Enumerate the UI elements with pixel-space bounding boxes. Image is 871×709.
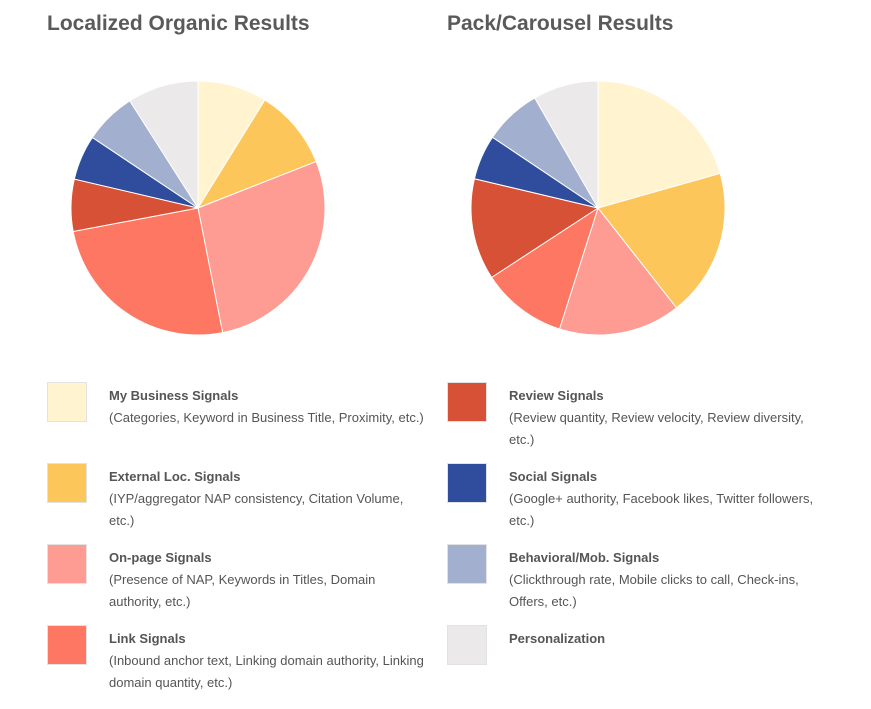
legend-item-my-business: My Business Signals (Categories, Keyword… <box>47 382 427 463</box>
pie-slice-external-loc-signals <box>597 172 726 309</box>
legend-description: (Inbound anchor text, Linking domain aut… <box>109 653 424 690</box>
chart-title-localized-organic: Localized Organic Results <box>47 12 310 35</box>
pie-slice-on-page-signals <box>197 160 326 334</box>
legend-label: Review Signals <box>509 388 604 403</box>
legend-label: My Business Signals <box>109 388 239 403</box>
legend-swatch <box>447 382 487 422</box>
legend-right: Review Signals (Review quantity, Review … <box>447 382 827 706</box>
legend-item-review: Review Signals (Review quantity, Review … <box>447 382 827 463</box>
legend-swatch <box>47 544 87 584</box>
legend-label: Personalization <box>509 631 606 646</box>
pie-slice-review-signals <box>470 178 600 279</box>
legend-swatch <box>447 544 487 584</box>
legend-description: (IYP/aggregator NAP consistency, Citatio… <box>109 491 404 528</box>
legend-item-behavioral: Behavioral/Mob. Signals (Clickthrough ra… <box>447 544 827 625</box>
legend-description: (Review quantity, Review velocity, Revie… <box>509 410 804 447</box>
pie-slice-external-loc-signals <box>196 99 317 210</box>
pie-slice-on-page-signals <box>558 206 678 336</box>
legend-item-social: Social Signals (Google+ authority, Faceb… <box>447 463 827 544</box>
legend-label: Social Signals <box>509 469 598 484</box>
legend-left: My Business Signals (Categories, Keyword… <box>47 382 427 706</box>
legend-label: Behavioral/Mob. Signals <box>509 550 660 565</box>
legend-swatch <box>47 463 87 503</box>
legend-description: (Google+ authority, Facebook likes, Twit… <box>509 491 814 528</box>
legend-item-personalization: Personalization <box>447 625 827 706</box>
legend-label: External Loc. Signals <box>109 469 241 484</box>
legend-description: (Presence of NAP, Keywords in Titles, Do… <box>109 572 376 609</box>
legend-swatch <box>47 382 87 422</box>
legend-label: On-page Signals <box>109 550 212 565</box>
legend-description: (Categories, Keyword in Business Title, … <box>109 410 424 425</box>
pie-chart-pack-carousel <box>470 80 726 336</box>
legend-item-link: Link Signals (Inbound anchor text, Linki… <box>47 625 427 706</box>
legend-item-on-page: On-page Signals (Presence of NAP, Keywor… <box>47 544 427 625</box>
pie-slice-my-business-signals <box>597 80 721 209</box>
legend-swatch <box>447 463 487 503</box>
pie-slice-personalization <box>534 80 599 210</box>
legend-swatch <box>447 625 487 665</box>
pie-slice-link-signals <box>490 206 599 330</box>
legend-description: (Clickthrough rate, Mobile clicks to cal… <box>509 572 799 609</box>
pie-slice-link-signals <box>72 207 224 336</box>
chart-title-pack-carousel: Pack/Carousel Results <box>447 12 674 35</box>
pie-slice-personalization <box>129 80 199 210</box>
legend-item-external-loc: External Loc. Signals (IYP/aggregator NA… <box>47 463 427 544</box>
pie-chart-localized-organic <box>70 80 326 336</box>
legend-label: Link Signals <box>109 631 186 646</box>
legend-swatch <box>47 625 87 665</box>
